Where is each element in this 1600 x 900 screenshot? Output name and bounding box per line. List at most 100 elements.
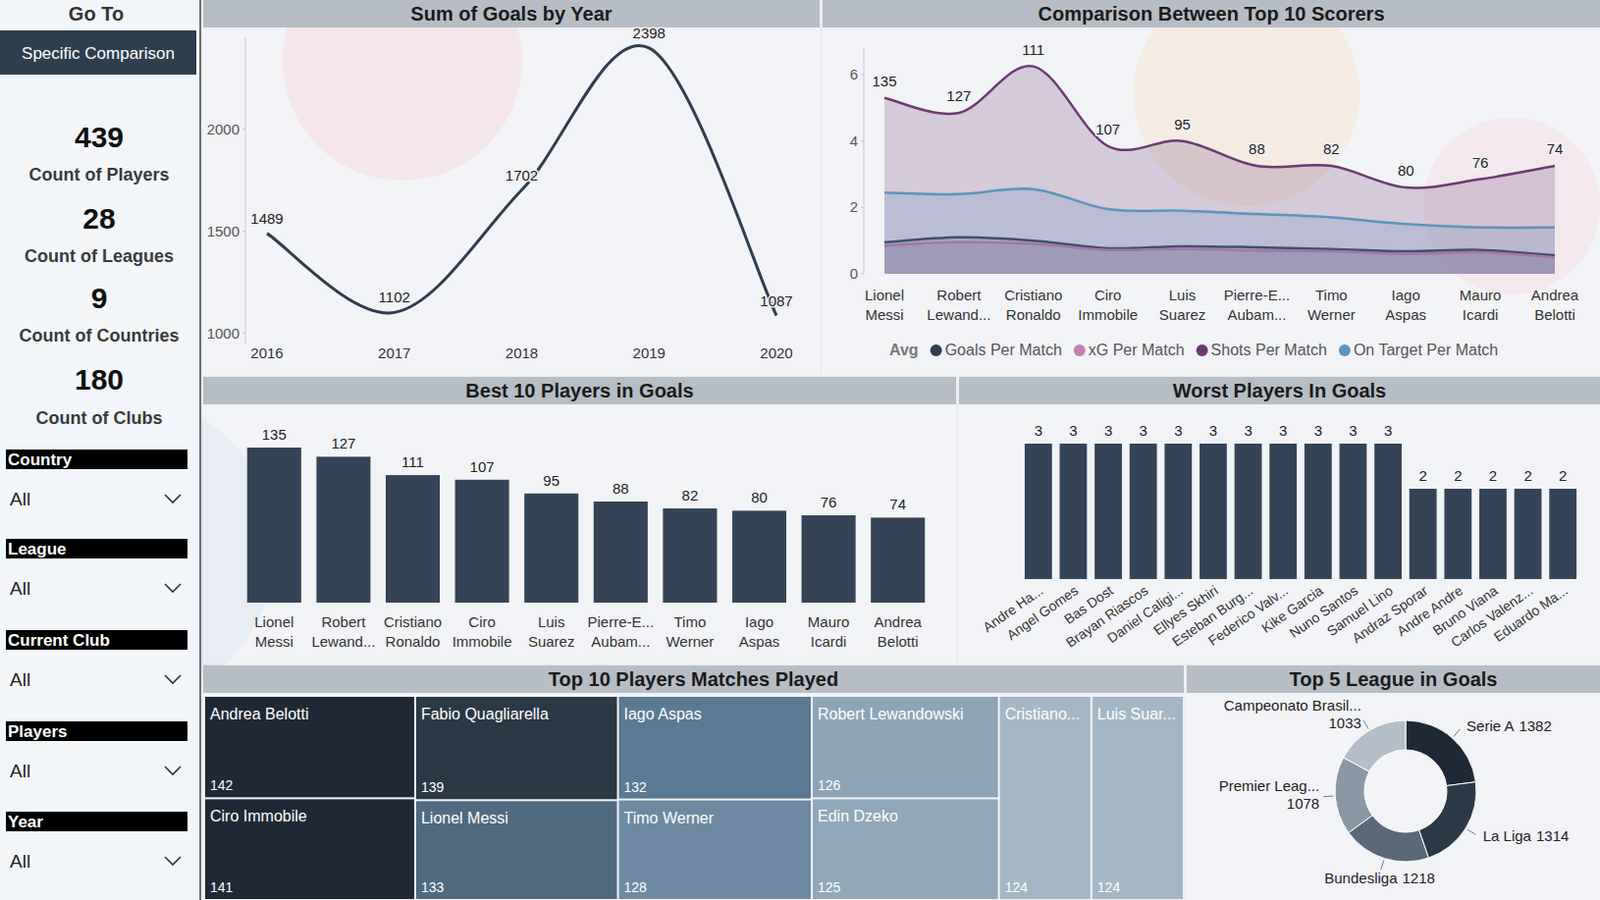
- treemap-cell: [619, 696, 811, 800]
- label-line: Ronaldo: [385, 633, 441, 650]
- label-line: Cristiano: [1004, 286, 1063, 304]
- x-tick-label: Andrea Belotti: [1531, 286, 1580, 323]
- x-tick-label: TimoWerner: [1307, 286, 1356, 323]
- dashboard: Go ToSpecific Comparison439Count of Play…: [0, 0, 1600, 900]
- treemap-cell: [1092, 696, 1183, 900]
- treemap-cell: [812, 696, 999, 798]
- x-tick-label: 2019: [633, 344, 666, 362]
- x-tick-label: 2018: [505, 344, 538, 362]
- data-label: 3: [1068, 422, 1077, 439]
- x-tick-label: CiroImmobile: [452, 613, 513, 650]
- legend-title: Avg: [889, 341, 919, 359]
- slicer-chevron[interactable]: [164, 494, 181, 503]
- data-label: 3: [1279, 422, 1287, 439]
- bar: [455, 480, 510, 603]
- y-tick: [860, 74, 864, 76]
- slice-label: Campeonato Brasil...: [1224, 696, 1362, 714]
- data-label: 82: [1323, 140, 1340, 158]
- legend-swatch: [930, 344, 943, 357]
- label-line: Icardi: [810, 633, 848, 650]
- data-label: 74: [889, 495, 907, 513]
- slicer-value[interactable]: All: [9, 488, 31, 510]
- label-line: Andrea: [1531, 286, 1580, 304]
- data-label: 3: [1034, 422, 1043, 439]
- slicer-label: Current Club: [7, 631, 110, 650]
- treemap-cell: [1000, 696, 1091, 900]
- bar: [1269, 443, 1297, 580]
- label-line: Pierre-E...: [587, 613, 655, 631]
- slice-name: Bundesliga: [1324, 869, 1398, 887]
- treemap-cell: [416, 800, 618, 900]
- leader-line: [1453, 729, 1461, 738]
- slicer-label: Country: [7, 450, 73, 470]
- y-tick: [242, 332, 246, 334]
- slicer-chevron[interactable]: [164, 675, 181, 684]
- label-line: Pierre-E...: [1224, 286, 1291, 304]
- label-line: Messi: [255, 633, 294, 650]
- x-tick-label: Pierre-E...Aubam...: [1224, 286, 1291, 323]
- nav-button-label[interactable]: Specific Comparison: [21, 44, 175, 63]
- slicer-value[interactable]: All: [9, 669, 31, 691]
- slice-label: Serie A1382: [1466, 717, 1552, 735]
- y-tick-label: 2: [850, 198, 858, 215]
- label-line: Aubam...: [590, 633, 650, 650]
- legend-label: On Target Per Match: [1353, 341, 1498, 359]
- treemap-cell: [812, 799, 999, 900]
- label-line: Werner: [665, 633, 714, 650]
- label-line: Cristiano: [383, 613, 442, 631]
- title-bar: [959, 376, 1600, 405]
- panel-title: Sum of Goals by Year: [410, 2, 612, 25]
- bar: [870, 517, 925, 603]
- data-label: 2: [1523, 467, 1532, 484]
- data-label: 135: [262, 426, 287, 443]
- x-tick-label: Andrea Belotti: [874, 613, 923, 650]
- nav-button[interactable]: [0, 30, 197, 75]
- leader-line: [1363, 720, 1369, 730]
- bar: [1339, 443, 1368, 580]
- label-line: Robert: [936, 286, 982, 304]
- data-label: 1702: [505, 166, 538, 184]
- x-tick-label: CristianoRonaldo: [1004, 286, 1063, 323]
- kpi-label: Count of Countries: [19, 325, 180, 346]
- label-line: Andrea: [874, 613, 923, 631]
- slicer-value[interactable]: All: [9, 851, 31, 872]
- cell-label: Lionel Messi: [421, 809, 509, 827]
- x-tick-label: MauroIcardi: [1459, 286, 1502, 323]
- data-label: 74: [1546, 140, 1564, 158]
- kpi-value: 9: [91, 281, 108, 315]
- data-label: 107: [1095, 120, 1120, 138]
- slice-label: La Liga1314: [1483, 827, 1570, 845]
- slicer-chevron[interactable]: [164, 856, 181, 865]
- slicer-chevron[interactable]: [164, 584, 181, 592]
- background: [0, 0, 1600, 900]
- slicer-value[interactable]: All: [9, 578, 31, 599]
- y-axis: [863, 48, 865, 274]
- kpi-value: 180: [74, 363, 124, 396]
- label-line: Iago: [1391, 286, 1421, 304]
- area-fill: [884, 188, 1555, 274]
- slicer-chevron[interactable]: [164, 766, 181, 775]
- sidebar-border: [199, 0, 202, 900]
- data-label: 95: [1173, 115, 1191, 133]
- panel-title: Best 10 Players in Goals: [465, 379, 694, 402]
- kpi-value: 439: [74, 120, 124, 154]
- bar: [1479, 488, 1507, 580]
- label-line: Belotti: [1534, 306, 1576, 323]
- y-axis: [245, 37, 247, 344]
- data-label: 3: [1384, 422, 1392, 439]
- data-label: 127: [946, 87, 971, 105]
- label-line: Messi: [864, 306, 904, 323]
- label-line: Immobile: [452, 633, 513, 650]
- slicer-header: [5, 721, 188, 742]
- bar: [732, 510, 787, 603]
- y-tick: [860, 207, 864, 209]
- label-line: Belotti: [877, 633, 919, 650]
- bar: [316, 456, 371, 603]
- bar: [1548, 488, 1577, 580]
- data-label: 2: [1489, 467, 1497, 484]
- slicer-value[interactable]: All: [9, 760, 31, 782]
- data-label: 88: [1248, 140, 1266, 158]
- data-label: 2: [1453, 467, 1462, 484]
- label-line: Lionel: [864, 286, 905, 304]
- treemap-cell: [416, 696, 618, 800]
